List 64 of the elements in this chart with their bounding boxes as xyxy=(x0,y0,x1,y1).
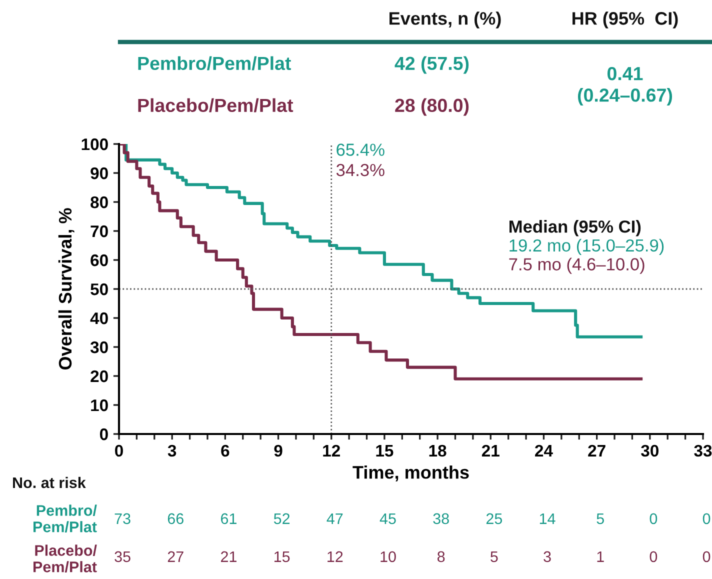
y-tick-label: 20 xyxy=(90,370,108,382)
x-tick-label: 33 xyxy=(694,444,712,457)
y-tick-label: 0 xyxy=(100,428,108,440)
y-tick-label: 40 xyxy=(90,312,108,324)
text: 61 xyxy=(221,513,236,524)
text: 45 xyxy=(380,513,396,524)
text: 8 xyxy=(438,551,445,562)
x-tick-label: 9 xyxy=(274,444,282,457)
x-axis-title: Time, months xyxy=(352,466,469,482)
text: Events, n (%) xyxy=(390,12,501,28)
annotation: Median (95% CI) xyxy=(509,220,641,236)
annotation: 7.5 mo (4.6–10.0) xyxy=(509,258,644,274)
x-tick-label: 15 xyxy=(376,445,394,457)
text: 73 xyxy=(114,513,130,524)
text: 66 xyxy=(168,513,184,524)
text: 12 xyxy=(328,551,343,562)
text: HR (95% CI) xyxy=(572,12,678,28)
text: Placebo/Pem/Plat xyxy=(138,98,294,112)
text: 42 (57.5) xyxy=(394,56,469,74)
y-tick-label: 30 xyxy=(90,341,108,354)
text: 28 (80.0) xyxy=(395,98,469,116)
text: 0 xyxy=(702,551,710,562)
x-tick-label: 0 xyxy=(115,444,123,457)
annotation: 34.3% xyxy=(336,164,384,176)
text: 0.41 (0.24–0.67) xyxy=(578,66,672,106)
text: 25 xyxy=(486,513,502,524)
x-tick-label: 30 xyxy=(641,444,658,457)
y-tick-label: 10 xyxy=(91,399,108,412)
y-tick-label: 70 xyxy=(90,225,108,238)
text: No. at risk xyxy=(13,476,86,488)
x-tick-label: 24 xyxy=(535,444,553,456)
text: 21 xyxy=(220,551,236,562)
text: 0 xyxy=(702,513,710,524)
text: Pembro/ Pem/Plat xyxy=(33,504,97,532)
x-tick-label: 12 xyxy=(323,444,340,456)
text: 15 xyxy=(274,551,290,562)
text: 0 xyxy=(650,513,658,524)
text: 3 xyxy=(544,551,551,562)
x-tick-label: 21 xyxy=(482,444,500,456)
text: 52 xyxy=(274,513,290,524)
text: Placebo/ Pem/Plat xyxy=(33,544,97,572)
text: Pembro/Pem/Plat xyxy=(138,56,291,70)
text: 38 xyxy=(433,513,449,524)
text: 5 xyxy=(596,513,604,524)
x-tick-label: 3 xyxy=(168,444,176,457)
text: 35 xyxy=(114,551,130,562)
text: 5 xyxy=(490,551,498,562)
annotation: 19.2 mo (15.0–25.9) xyxy=(510,238,664,256)
y-tick-label: 80 xyxy=(90,196,108,208)
text: 27 xyxy=(168,551,184,562)
text: 14 xyxy=(540,513,556,524)
text: 1 xyxy=(597,551,604,562)
x-tick-label: 6 xyxy=(221,444,230,457)
y-tick-label: 60 xyxy=(90,254,108,266)
x-tick-label: 27 xyxy=(588,444,606,456)
annotation: 65.4% xyxy=(336,144,384,156)
text: 10 xyxy=(380,551,396,562)
y-tick-label: 50 xyxy=(90,283,108,296)
x-tick-label: 18 xyxy=(429,444,446,457)
y-axis-title: Overall Survival, % xyxy=(58,208,74,370)
y-tick-label: 90 xyxy=(90,167,108,180)
text: 47 xyxy=(326,513,343,524)
text: 0 xyxy=(650,551,658,562)
y-tick-label: 100 xyxy=(82,138,108,150)
